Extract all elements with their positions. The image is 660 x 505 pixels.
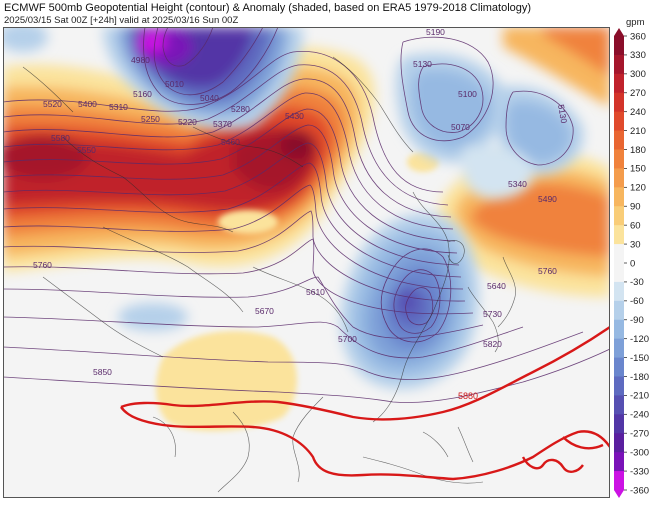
colorbar-tick-label: -60 [630,296,644,307]
colorbar-cell [614,338,624,358]
colorbar-cell [614,319,624,340]
contour-label: 5850 [93,367,112,377]
colorbar-tick-label: 300 [630,69,646,80]
contour-label: 5370 [213,119,232,129]
positive-anomaly-ridge-west [3,47,375,272]
map-frame [3,27,610,498]
colorbar-cell [614,357,624,377]
colorbar-tick-label: -30 [630,277,644,288]
colorbar-cell [614,130,624,150]
colorbar-tick-label: -120 [630,334,649,345]
contour-label: 5340 [508,179,527,189]
colorbar-tick-label: -300 [630,447,649,458]
contour-label: 5550 [77,145,96,155]
colorbar-cell [614,54,624,75]
colorbar-extend-top [614,28,624,36]
contour-label: 5130 [413,59,432,69]
contour-label: 5190 [426,27,445,37]
contour-label: 5100 [458,89,477,99]
colorbar-extend-bottom [614,490,624,498]
contour-label: 5010 [165,79,184,89]
colorbar-cell [614,281,624,302]
colorbar-cell [614,92,624,113]
5880-gpm-line [120,326,610,481]
colorbar-cell [614,244,624,264]
colorbar-tick-label: -270 [630,429,649,440]
colorbar-tick-label: 60 [630,220,641,231]
coastlines-borders [22,56,516,493]
contour-label: 5610 [306,287,325,297]
colorbar-unit: gpm [626,17,645,28]
colorbar-tick-label: 240 [630,107,646,118]
contour-label-5880: 5880 [458,391,478,401]
colorbar-tick-label: 120 [630,183,646,194]
colorbar-cell [614,471,624,491]
colorbar-cell [614,206,624,226]
height-contours [3,27,610,403]
colorbar-cell [614,73,624,94]
colorbar-tick-label: 0 [630,258,635,269]
colorbar-tick-label: 180 [630,145,646,156]
colorbar-tick-label: 150 [630,164,646,175]
colorbar-cell [614,36,624,56]
colorbar-cell [614,395,624,415]
colorbar-cell [614,433,624,453]
contour-label: 5820 [483,339,502,349]
colorbar-cell [614,149,624,169]
colorbar-tick-label: -150 [630,353,649,364]
colorbar-cell [614,414,624,434]
colorbar-cell [614,452,624,472]
colorbar-tick-label: 30 [630,239,641,250]
colorbar-cells [614,28,624,498]
colorbar-tick-label: 330 [630,50,646,61]
colorbar-tick-label: 360 [630,31,646,42]
colorbar-tick-label: -360 [630,485,649,496]
contour-label: 5070 [451,122,470,132]
contour-label: 4980 [131,55,150,65]
contour-labels: 5520 5400 5310 5250 5220 5160 5010 5040 … [33,27,569,401]
contour-label: 5280 [231,104,250,114]
contour-label: 5670 [255,306,274,316]
chart-title: ECMWF 500mb Geopotential Height (contour… [4,2,532,14]
colorbar-cell [614,225,624,245]
negative-anomaly-trough-east-china [3,27,480,390]
contour-label: 5400 [78,99,97,109]
colorbar-tick-label: -210 [630,391,649,402]
contour-label: 5430 [285,111,304,121]
colorbar-cell [614,376,624,396]
contour-label: 5520 [43,99,62,109]
colorbar-cell [614,187,624,207]
colorbar-tick-label: 270 [630,88,646,99]
contour-label: 5220 [178,117,197,127]
colorbar-cell [614,300,624,321]
colorbar-cell [614,168,624,188]
contour-label: 5160 [133,89,152,99]
contour-label: 5760 [33,260,52,270]
colorbar-cell [614,111,624,131]
colorbar-tick-label: 90 [630,202,641,213]
colorbar-tick-label: -90 [630,315,644,326]
contour-label: 5130 [556,104,569,125]
contour-label: 5640 [487,281,506,291]
contour-label: 5700 [338,334,357,344]
contour-label: 5040 [200,93,219,103]
colorbar-tick-label: -240 [630,410,649,421]
colorbar-tick-label: 210 [630,126,646,137]
contour-label: 5310 [109,102,128,112]
weather-map: 5520 5400 5310 5250 5220 5160 5010 5040 … [3,27,610,498]
contour-label: 5250 [141,114,160,124]
chart-subtitle: 2025/03/15 Sat 00Z [+24h] valid at 2025/… [4,15,239,26]
colorbar-cell [614,263,624,283]
contour-label: 5580 [51,133,70,143]
colorbar-ticks: 3603303002702402101801501209060300-30-60… [624,31,649,496]
colorbar-tick-label: -330 [630,466,649,477]
contour-label: 5730 [483,309,502,319]
contour-label: 5490 [538,194,557,204]
contour-label: 5760 [538,266,557,276]
contour-label: 5460 [221,137,240,147]
colorbar-tick-label: -180 [630,372,649,383]
